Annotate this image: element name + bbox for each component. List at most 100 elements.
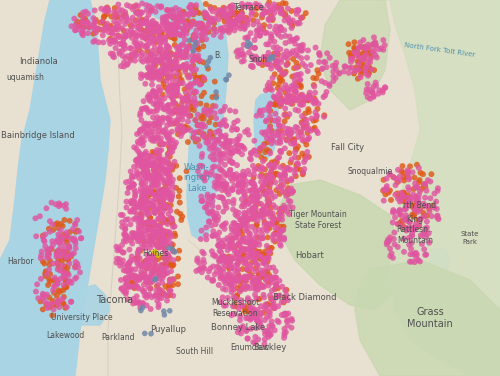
Point xyxy=(360,48,368,54)
Point xyxy=(124,270,132,276)
Point xyxy=(250,242,258,248)
Point xyxy=(246,41,254,47)
Point xyxy=(146,9,154,15)
Point xyxy=(138,50,146,56)
Point xyxy=(118,285,126,291)
Point xyxy=(136,175,143,181)
Point xyxy=(62,273,70,279)
Point xyxy=(169,31,177,37)
Point xyxy=(140,18,147,24)
Point xyxy=(252,32,260,38)
Text: University Place: University Place xyxy=(51,314,113,323)
Point xyxy=(256,60,264,66)
Point xyxy=(140,121,148,127)
Point xyxy=(165,191,173,197)
Point xyxy=(173,88,181,94)
Point xyxy=(290,77,298,83)
Point xyxy=(384,190,392,196)
Point xyxy=(293,166,301,172)
Point xyxy=(86,24,94,30)
Point xyxy=(160,232,168,238)
Point xyxy=(297,84,305,90)
Point xyxy=(221,184,229,190)
Point xyxy=(63,249,71,255)
Point xyxy=(146,215,154,221)
Point xyxy=(124,190,132,196)
Point xyxy=(269,220,277,226)
Point xyxy=(154,216,162,222)
Point xyxy=(248,197,256,203)
Point xyxy=(46,218,54,224)
Point xyxy=(138,117,145,123)
Point xyxy=(138,153,146,159)
Point xyxy=(159,254,167,260)
Point xyxy=(271,219,279,225)
Point xyxy=(240,26,248,32)
Point xyxy=(122,278,130,284)
Point xyxy=(159,77,167,83)
Point xyxy=(416,217,424,223)
Polygon shape xyxy=(0,0,110,376)
Point xyxy=(235,180,243,186)
Point xyxy=(190,36,198,42)
Point xyxy=(222,287,230,293)
Point xyxy=(132,10,140,16)
Point xyxy=(311,125,319,131)
Point xyxy=(84,11,92,17)
Point xyxy=(154,102,162,108)
Point xyxy=(185,21,193,27)
Point xyxy=(232,303,239,309)
Point xyxy=(216,181,224,187)
Point xyxy=(138,263,146,269)
Point xyxy=(158,66,166,72)
Point xyxy=(230,227,238,233)
Point xyxy=(164,231,172,237)
Point xyxy=(298,99,306,105)
Point xyxy=(280,298,288,304)
Point xyxy=(160,308,168,314)
Point xyxy=(146,153,154,159)
Point xyxy=(162,42,170,48)
Point xyxy=(190,107,198,113)
Point xyxy=(260,188,268,194)
Point xyxy=(135,26,143,32)
Point xyxy=(90,8,98,14)
Point xyxy=(412,221,420,227)
Point xyxy=(159,268,167,274)
Point xyxy=(169,15,177,21)
Point xyxy=(228,236,236,242)
Point xyxy=(296,82,304,88)
Point xyxy=(135,23,143,29)
Point xyxy=(76,23,84,29)
Point xyxy=(188,3,196,9)
Point xyxy=(216,122,224,128)
Point xyxy=(282,177,290,183)
Point xyxy=(190,71,198,77)
Point xyxy=(103,5,111,11)
Point xyxy=(267,31,275,37)
Point xyxy=(332,75,340,81)
Point xyxy=(122,267,130,273)
Point xyxy=(156,33,164,39)
Point xyxy=(236,13,244,19)
Point xyxy=(132,2,140,8)
Point xyxy=(154,68,162,74)
Point xyxy=(170,26,178,32)
Point xyxy=(44,251,52,257)
Point xyxy=(214,263,222,269)
Point xyxy=(222,140,230,146)
Point xyxy=(288,156,296,162)
Point xyxy=(232,9,240,15)
Point xyxy=(206,129,214,135)
Point xyxy=(137,71,145,77)
Point xyxy=(172,15,180,21)
Point xyxy=(152,102,160,108)
Point xyxy=(148,270,156,276)
Point xyxy=(160,106,168,112)
Point xyxy=(350,49,358,55)
Point xyxy=(258,164,266,170)
Point xyxy=(242,3,250,9)
Point xyxy=(295,43,303,49)
Point xyxy=(152,209,160,215)
Point xyxy=(198,151,206,157)
